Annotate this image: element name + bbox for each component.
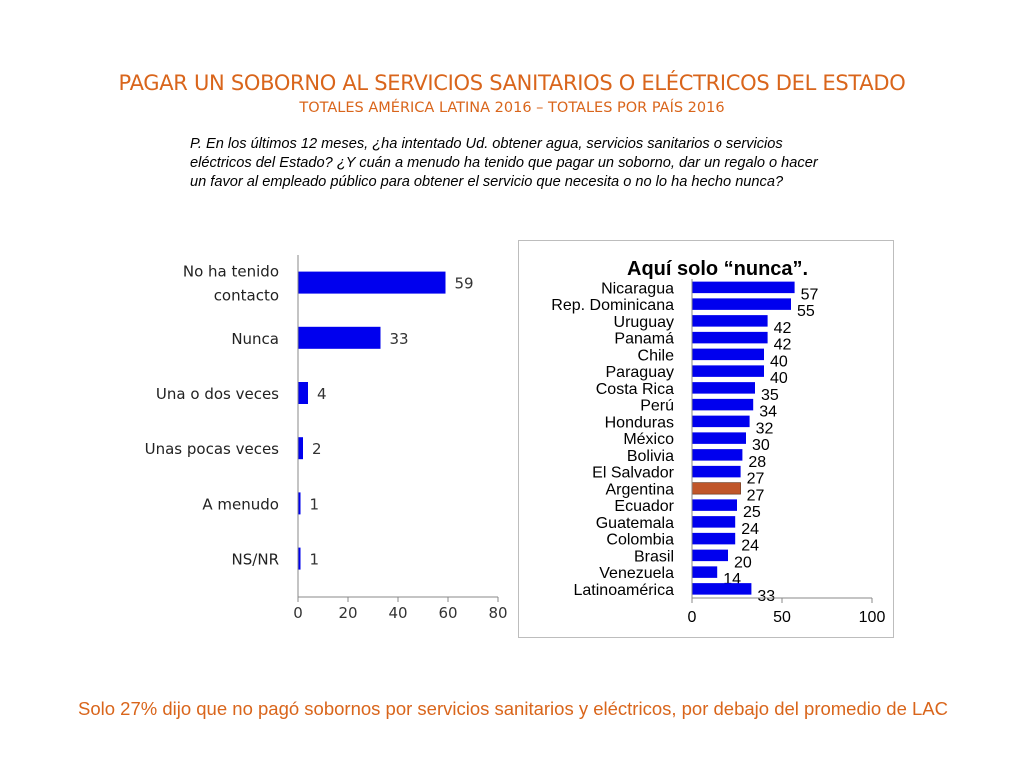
data-label: 33 (390, 330, 409, 348)
data-label: 24 (741, 538, 759, 555)
country-label: Brasil (634, 548, 674, 565)
data-label: 28 (748, 454, 766, 471)
country-label: Honduras (605, 414, 674, 431)
country-label: El Salvador (592, 465, 674, 482)
category-label: Nunca (231, 330, 279, 348)
data-label: 59 (455, 275, 474, 293)
data-label: 33 (757, 588, 775, 605)
data-label: 57 (801, 286, 819, 303)
country-label: Uruguay (614, 314, 674, 331)
bar (298, 271, 446, 294)
country-label: Panamá (614, 331, 674, 348)
category-label: Unas pocas veces (145, 440, 280, 458)
data-label: 27 (747, 487, 765, 504)
bar (692, 465, 741, 478)
category-label: contacto (214, 287, 279, 305)
country-label: Nicaragua (601, 280, 674, 297)
country-bar-chart: Aquí solo “nunca”.Nicaragua 57 Rep. Domini… (551, 258, 886, 626)
bar (692, 566, 718, 578)
bar (692, 532, 736, 545)
category-label: Una o dos veces (156, 385, 279, 403)
bar (692, 398, 754, 411)
data-label: 1 (310, 551, 320, 569)
bar (298, 547, 301, 570)
bar (298, 492, 301, 515)
bar (692, 348, 764, 361)
data-label: 35 (761, 387, 779, 404)
data-label: 55 (797, 303, 815, 320)
data-label: 24 (741, 521, 759, 538)
bar (692, 281, 795, 294)
country-chart-frame: Aquí solo “nunca”. Nicaragua 57 Rep. Domini… (518, 240, 894, 638)
data-label: 30 (752, 437, 770, 454)
country-label: Chile (638, 347, 675, 364)
bar-highlight (691, 482, 741, 495)
x-tick-label: 100 (859, 609, 886, 626)
data-label: 40 (770, 353, 788, 370)
data-label: 4 (317, 385, 327, 403)
country-label: Paraguay (606, 364, 675, 381)
bar (298, 326, 381, 349)
bar (692, 499, 737, 511)
bar (692, 516, 736, 528)
footer-note: Solo 27% dijo que no pagó sobornos por s… (78, 698, 949, 719)
x-tick-label: 0 (293, 604, 303, 622)
bar (692, 365, 764, 377)
x-tick-label: 20 (338, 604, 357, 622)
country-label: Venezuela (599, 565, 674, 582)
page-subtitle: TOTALES AMÉRICA LATINA 2016 – TOTALES PO… (299, 100, 725, 116)
country-label: Argentina (606, 481, 675, 498)
country-label: Costa Rica (596, 381, 674, 398)
x-tick-label: 40 (388, 604, 407, 622)
data-label: 20 (734, 554, 752, 571)
chart-title: Aquí solo “nunca”. (627, 258, 808, 280)
country-label: Ecuador (614, 498, 674, 515)
bar (692, 449, 743, 461)
bar (692, 415, 750, 428)
category-label: A menudo (202, 495, 279, 513)
x-tick-label: 50 (773, 609, 791, 626)
x-tick-label: 0 (688, 609, 697, 626)
country-label: Perú (640, 398, 674, 415)
page-title: PAGAR UN SOBORNO AL SERVICIOS SANITARIOS… (118, 71, 906, 95)
category-label: No ha tenido (183, 263, 279, 281)
bar (692, 298, 791, 310)
country-label: Bolivia (627, 448, 674, 465)
x-tick-label: 60 (438, 604, 457, 622)
data-label: 25 (743, 504, 761, 521)
x-tick-label: 80 (488, 604, 507, 622)
data-label: 42 (774, 337, 792, 354)
bar (692, 432, 746, 444)
bar (692, 583, 752, 595)
data-label: 34 (759, 404, 777, 421)
data-label: 1 (310, 495, 320, 513)
country-label: México (623, 431, 674, 448)
country-label: Latinoamérica (574, 582, 675, 599)
country-label: Colombia (606, 532, 674, 549)
data-label: 40 (770, 370, 788, 387)
bar (692, 549, 728, 562)
country-label: Guatemala (596, 515, 674, 532)
data-label: 27 (747, 471, 765, 488)
survey-question: P. En los últimos 12 meses, ¿ha intentad… (190, 136, 818, 191)
bar (692, 382, 755, 394)
data-label: 42 (774, 320, 792, 337)
data-label: 32 (756, 420, 774, 437)
left-bar-chart: 59 No ha tenido contacto 33 Nunca 4 Una o dos … (145, 255, 508, 622)
country-label: Rep. Dominicana (551, 297, 674, 314)
bar (692, 331, 768, 344)
bar (298, 437, 303, 460)
bar (692, 315, 768, 327)
data-label: 2 (312, 440, 322, 458)
bar (298, 382, 308, 404)
category-label: NS/NR (232, 551, 279, 569)
